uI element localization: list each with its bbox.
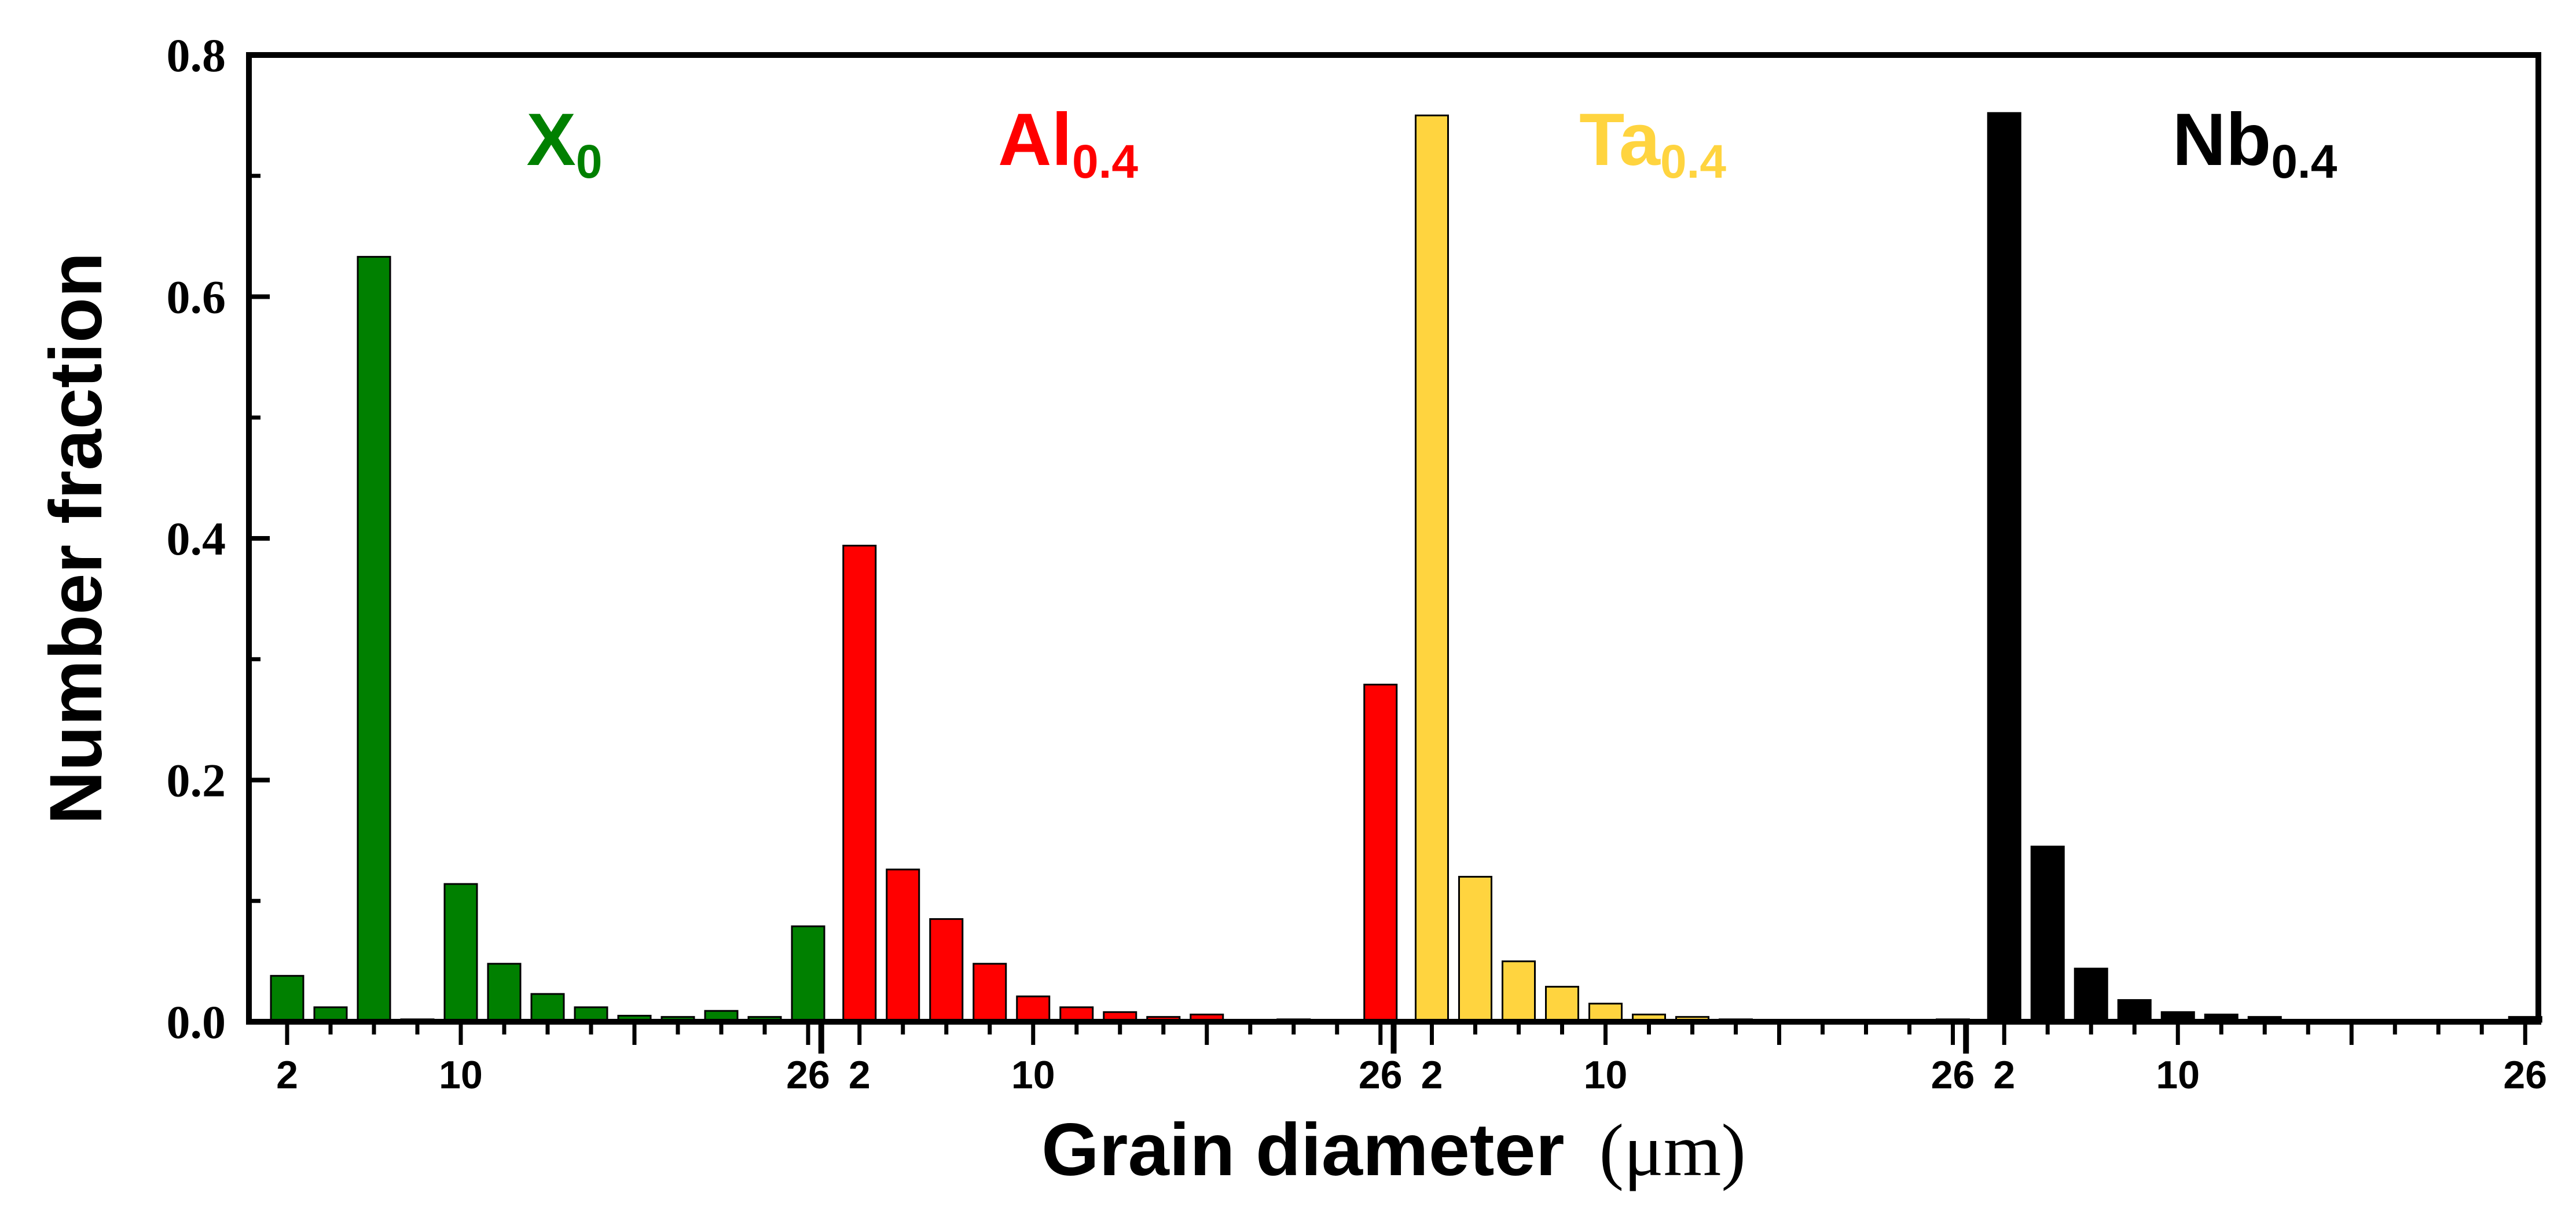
x-axis-unit: (μm) — [1599, 1109, 1746, 1191]
bar-nb-2 — [1987, 112, 2021, 1023]
x-axis-title-text: Grain diameter — [1041, 1109, 1564, 1191]
bar-nb-4 — [2030, 845, 2065, 1023]
series-label-ta: Ta0.4 — [1579, 98, 1726, 188]
series-label-al: Al0.4 — [998, 98, 1138, 188]
series-subscript: 0.4 — [1660, 135, 1726, 188]
bar-x-2 — [270, 975, 304, 1023]
bar-al-8 — [973, 963, 1007, 1023]
x-tick-label: 10 — [1011, 1053, 1055, 1097]
series-label-nb: Nb0.4 — [2173, 98, 2338, 188]
y-tick-label: 0.0 — [167, 996, 226, 1048]
series-labels: X0 Al0.4 Ta0.4 Nb0.4 — [527, 98, 2338, 188]
x-axis: 2 10 26 2 10 26 2 10 26 2 10 26 — [276, 1022, 2547, 1097]
y-tick-label: 0.4 — [167, 512, 226, 565]
x-tick-label: 2 — [1993, 1053, 2015, 1097]
y-axis-title: Number fraction — [35, 252, 118, 825]
series-name: Ta — [1579, 98, 1661, 181]
series-name: Nb — [2173, 98, 2272, 181]
bar-x-12 — [487, 963, 522, 1023]
bar-ta-2 — [1415, 114, 1449, 1023]
bar-x-6 — [357, 256, 391, 1023]
x-tick-label: 26 — [1931, 1053, 1975, 1097]
series-subscript: 0.4 — [1072, 135, 1138, 188]
x-tick-label: 2 — [1421, 1053, 1443, 1097]
bar-x-14 — [530, 993, 565, 1023]
bar-ta-8 — [1545, 985, 1579, 1023]
y-tick-label: 0.8 — [167, 29, 226, 82]
bar-al-2 — [842, 545, 877, 1023]
bar-nb-8 — [2117, 999, 2152, 1023]
bar-x-26 — [791, 925, 825, 1023]
x-tick-label: 26 — [786, 1053, 830, 1097]
bar-al-6 — [929, 918, 964, 1023]
bar-al-10 — [1016, 995, 1051, 1023]
y-tick-label: 0.2 — [167, 754, 226, 807]
series-subscript: 0.4 — [2271, 135, 2337, 188]
x-tick-label: 10 — [1584, 1053, 1628, 1097]
x-axis-title: Grain diameter (μm) — [1041, 1109, 1746, 1191]
bar-x-10 — [443, 883, 478, 1023]
y-tick-label: 0.6 — [167, 271, 226, 324]
x-tick-label: 26 — [1359, 1053, 1403, 1097]
x-tick-label: 10 — [2156, 1053, 2200, 1097]
bar-nb-6 — [2074, 967, 2108, 1023]
bars — [270, 112, 2542, 1023]
plot-frame — [246, 52, 2541, 1025]
bar-al-26 — [1363, 684, 1398, 1023]
series-name: Al — [998, 98, 1072, 181]
y-axis: 0.0 0.2 0.4 0.6 0.8 — [167, 29, 270, 1048]
series-label-x: X0 — [527, 98, 603, 188]
x-tick-label: 2 — [276, 1053, 298, 1097]
bar-al-4 — [886, 868, 920, 1023]
series-name: X — [527, 98, 576, 181]
bar-ta-4 — [1458, 876, 1492, 1023]
x-tick-label: 2 — [849, 1053, 871, 1097]
series-subscript: 0 — [576, 135, 603, 188]
bar-ta-6 — [1502, 960, 1536, 1023]
x-tick-label: 10 — [439, 1053, 483, 1097]
x-tick-label: 26 — [2503, 1053, 2547, 1097]
